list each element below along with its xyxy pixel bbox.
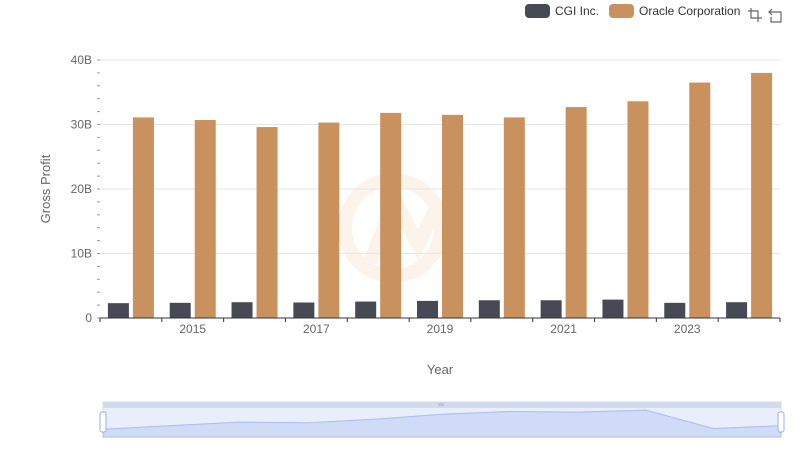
x-tick-label: 2017 (303, 322, 330, 336)
toolbar (746, 6, 786, 24)
restore-icon[interactable] (766, 6, 784, 24)
watermark-logo (338, 173, 448, 283)
slider-handle-left[interactable] (99, 411, 107, 433)
bar-oracle (132, 117, 154, 318)
legend-label-cgi: CGI Inc. (555, 4, 600, 18)
bars (107, 72, 773, 319)
bar-cgi (540, 300, 562, 318)
y-tick-label: 40B (71, 53, 92, 67)
x-tick-label: 2015 (179, 322, 206, 336)
bar-oracle (256, 127, 278, 318)
slider-handle-right[interactable] (777, 411, 785, 433)
bar-cgi (417, 300, 438, 318)
y-tick-label: 20B (71, 182, 92, 196)
legend-item-cgi[interactable]: CGI Inc. (525, 4, 599, 18)
bar-oracle (442, 114, 463, 318)
legend: CGI Inc. Oracle Corporation (525, 4, 750, 18)
x-tick-label: 2019 (427, 322, 454, 336)
y-tick-label: 10B (71, 247, 92, 261)
grid-lines (100, 59, 780, 254)
bar-oracle (380, 112, 402, 318)
bar-oracle (318, 122, 340, 318)
bar-cgi (169, 302, 191, 318)
legend-label-oracle: Oracle Corporation (639, 4, 741, 18)
x-axis-title: Year (427, 362, 454, 377)
bar-cgi (726, 302, 748, 318)
x-tick-label: 2023 (674, 322, 701, 336)
legend-swatch-oracle (609, 4, 635, 18)
zoom-icon[interactable] (746, 6, 764, 24)
y-tick-label: 30B (71, 118, 92, 132)
y-axis: 0 10B 20B 30B 40B (71, 53, 100, 325)
x-tick-label: 2021 (550, 322, 577, 336)
slider-background (102, 401, 782, 438)
bar-cgi (664, 302, 686, 318)
y-tick-label: 0 (85, 311, 92, 325)
bar-cgi (293, 302, 315, 318)
bar-oracle (565, 107, 587, 319)
slider-top-bar (103, 402, 781, 408)
bar-cgi (478, 300, 500, 318)
y-axis-title: Gross Profit (38, 154, 53, 223)
bar-oracle (627, 101, 649, 318)
bar-oracle (689, 82, 711, 318)
legend-item-oracle[interactable]: Oracle Corporation (609, 4, 740, 18)
bar-oracle (503, 117, 525, 318)
bar-oracle (751, 72, 773, 319)
bar-oracle (194, 119, 216, 318)
bar-cgi (602, 299, 624, 318)
bar-cgi (355, 301, 377, 318)
legend-swatch-cgi (525, 4, 550, 18)
data-zoom-slider[interactable] (99, 401, 785, 438)
slider-area (102, 409, 782, 438)
bar-cgi (231, 302, 253, 318)
bar-cgi (107, 303, 129, 318)
x-axis: 2015 2017 2019 2021 2023 (99, 317, 781, 336)
